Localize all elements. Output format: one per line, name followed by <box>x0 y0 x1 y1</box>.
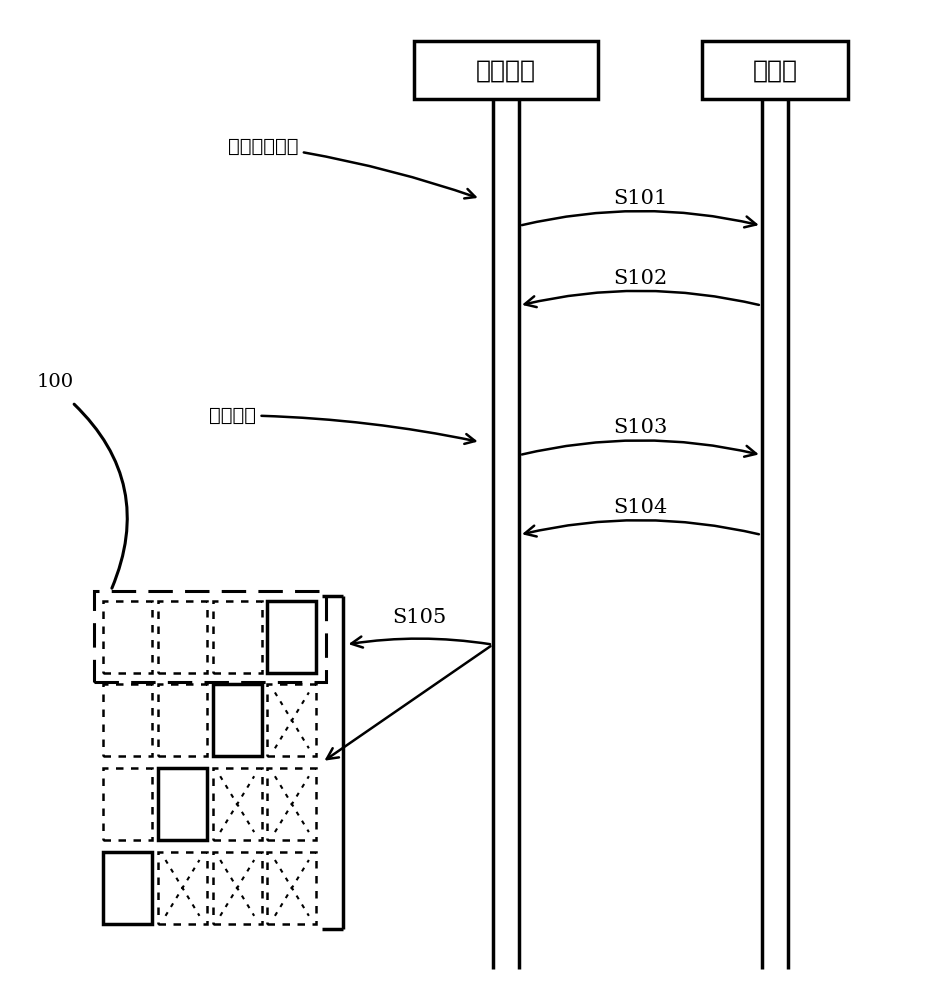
Text: 100: 100 <box>37 373 74 391</box>
Text: 服务器: 服务器 <box>752 58 797 82</box>
Bar <box>158 684 207 756</box>
Text: S101: S101 <box>613 189 668 208</box>
Bar <box>268 768 316 840</box>
Text: S105: S105 <box>392 608 447 627</box>
Bar <box>103 601 152 673</box>
Bar <box>268 684 316 756</box>
Text: 弹窗节点: 弹窗节点 <box>209 406 475 444</box>
Text: 应用程序启动: 应用程序启动 <box>228 136 475 198</box>
Bar <box>158 601 207 673</box>
Bar <box>213 852 262 924</box>
Bar <box>268 852 316 924</box>
Text: S103: S103 <box>613 418 668 437</box>
Bar <box>94 591 325 682</box>
Bar <box>414 41 598 99</box>
Bar <box>103 852 152 924</box>
Bar <box>103 768 152 840</box>
Bar <box>103 684 152 756</box>
Text: S102: S102 <box>613 269 668 288</box>
Text: 应用程序: 应用程序 <box>476 58 536 82</box>
Bar <box>213 768 262 840</box>
Bar <box>702 41 848 99</box>
Text: S104: S104 <box>613 498 668 517</box>
Bar <box>268 601 316 673</box>
Bar <box>213 601 262 673</box>
Bar <box>158 852 207 924</box>
Bar <box>213 684 262 756</box>
Bar <box>158 768 207 840</box>
